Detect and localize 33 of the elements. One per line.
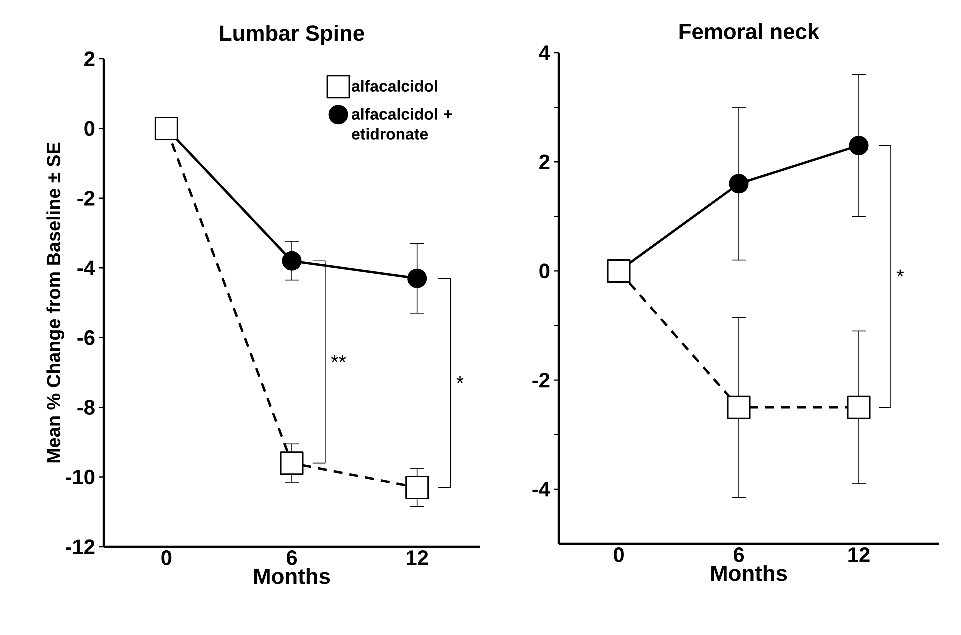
annotation: * [456,376,464,384]
y-axis-title: Mean % Change from Baseline ± SE [46,142,64,463]
legend-label: alfacalcidol + etidronate [352,108,452,140]
y-tick-label: 0 [84,121,95,136]
x-tick-label: 12 [848,548,870,562]
x-tick-label: 0 [614,548,624,562]
point [282,251,302,271]
point [408,268,428,288]
annotation: ** [331,355,346,362]
y-tick-label: -12 [66,540,95,554]
y-tick-label: -8 [78,400,95,415]
x-tick-label: 6 [734,548,744,562]
x-tick-label: 0 [162,550,172,566]
x-axis-title: Months [712,565,788,582]
point [849,136,869,156]
y-tick-label: -4 [532,482,550,497]
point [729,174,749,194]
annotation: * [896,270,904,277]
y-tick-label: 2 [540,154,550,170]
y-tick-label: -2 [78,191,95,206]
chart-title: Lumbar Spine [220,25,364,46]
x-axis-title: Months [254,568,330,584]
y-tick-label: -4 [78,260,96,276]
y-tick-label: 4 [539,46,550,60]
legend-label: alfacalcidol [352,80,438,92]
y-tick-label: 2 [84,52,95,66]
y-tick-label: -6 [78,330,95,346]
y-tick-label: -10 [66,470,95,485]
x-tick-label: 12 [407,550,428,566]
y-tick-label: -2 [532,373,550,388]
chart-title: Femoral neck [680,23,820,40]
y-tick-label: 0 [540,264,550,279]
x-tick-label: 6 [286,550,298,566]
